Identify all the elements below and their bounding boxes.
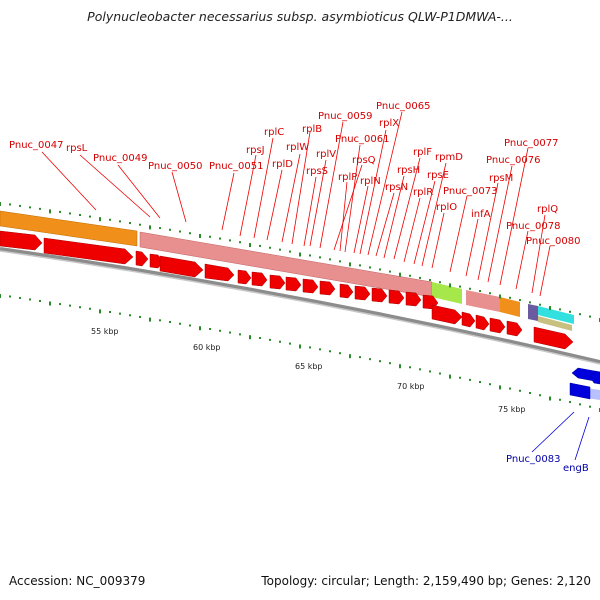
gene-labels-reverse: Pnuc_0083 engB <box>506 454 589 474</box>
gene-label: Pnuc_0083 <box>506 454 560 465</box>
gene-label: rplF <box>413 147 432 158</box>
gene-arrow <box>135 250 149 267</box>
gene-arrow <box>475 314 490 331</box>
label-leaders <box>41 111 551 297</box>
gene-arrow <box>285 276 302 292</box>
gene-label: rplQ <box>537 204 558 215</box>
gene-arrow <box>302 278 319 294</box>
gene-label: rplV <box>316 149 336 160</box>
accession-label: Accession: NC_009379 <box>9 574 146 588</box>
scale-label-75: 75 kbp <box>498 405 526 414</box>
gene-arrow <box>269 274 286 290</box>
feature-purple <box>528 304 538 321</box>
gene-arrow <box>251 271 268 287</box>
gene-label: Pnuc_0047 <box>9 140 63 151</box>
gene-label: Pnuc_0061 <box>335 134 389 145</box>
gene-label: Pnuc_0077 <box>504 138 558 149</box>
gene-arrow <box>431 304 463 325</box>
gene-arrow <box>319 280 336 296</box>
feature-cyan <box>538 306 574 324</box>
scale-label-70: 70 kbp <box>397 382 425 391</box>
gene-label: Pnuc_0078 <box>506 221 560 232</box>
gene-label: Pnuc_0059 <box>318 111 372 122</box>
feature-orange <box>0 210 138 247</box>
gene-arrow <box>569 382 591 400</box>
gene-label: Pnuc_0076 <box>486 155 540 166</box>
feature-green <box>432 282 462 304</box>
gene-label: Pnuc_0050 <box>148 161 202 172</box>
gene-label: rpsM <box>489 173 513 184</box>
gene-arrow <box>489 317 506 334</box>
gene-label: rplR <box>413 187 433 198</box>
scale-label-55: 55 kbp <box>91 327 119 336</box>
scale-label-65: 65 kbp <box>295 362 323 371</box>
reverse-gene-track[interactable] <box>569 367 600 400</box>
gene-labels-forward: Pnuc_0047 rpsL Pnuc_0049 Pnuc_0050 Pnuc_… <box>9 101 580 247</box>
feature-tan <box>538 316 572 331</box>
genome-summary: Topology: circular; Length: 2,159,490 bp… <box>261 574 591 588</box>
feature-orange-2 <box>500 297 520 317</box>
gene-label: rplP <box>338 172 357 183</box>
gene-arrow <box>533 326 574 350</box>
gene-arrow <box>159 255 204 278</box>
label-leaders-reverse <box>531 411 590 461</box>
gene-label: rpsH <box>397 165 420 176</box>
gene-label: engB <box>563 463 589 474</box>
gene-label: rpsN <box>385 182 408 193</box>
gene-arrow <box>405 291 422 307</box>
scale-ticks-inner <box>0 294 600 412</box>
gene-label: Pnuc_0051 <box>209 161 263 172</box>
gene-arrow <box>506 320 523 337</box>
gene-label: rpsE <box>427 170 449 181</box>
gene-label: rplN <box>360 176 381 187</box>
gene-label: Pnuc_0073 <box>443 186 497 197</box>
gene-label: rplD <box>272 159 293 170</box>
feature-band <box>0 210 600 400</box>
gene-label: rpsJ <box>246 145 265 156</box>
gene-arrow <box>589 370 600 385</box>
gene-label: rplO <box>436 202 457 213</box>
scale-ticks <box>0 202 600 322</box>
gene-arrow <box>0 230 43 251</box>
gene-label: rplX <box>379 118 399 129</box>
gene-label: rpsS <box>306 166 328 177</box>
gene-label: rpmD <box>435 152 463 163</box>
gene-arrow <box>354 285 371 301</box>
gene-label: rpsQ <box>352 155 376 166</box>
gene-label: Pnuc_0065 <box>376 101 430 112</box>
scale-label-60: 60 kbp <box>193 343 221 352</box>
gene-arrow <box>237 269 252 285</box>
gene-label: rpsL <box>66 143 88 154</box>
gene-arrow <box>43 237 134 265</box>
forward-gene-track[interactable] <box>0 230 574 350</box>
gene-arrow <box>204 263 235 282</box>
gene-arrow <box>461 311 476 328</box>
gene-label: rplB <box>302 124 322 135</box>
gene-arrow <box>339 283 354 299</box>
gene-label: Pnuc_0080 <box>526 236 580 247</box>
gene-label: rplC <box>264 127 284 138</box>
gene-arrow <box>388 289 405 305</box>
backbone-arc <box>0 247 600 364</box>
gene-label: infA <box>471 209 491 220</box>
map-title: Polynucleobacter necessarius subsp. asym… <box>87 9 513 24</box>
feature-pink-2 <box>466 290 500 312</box>
gene-label: Pnuc_0049 <box>93 153 147 164</box>
gene-label: rplW <box>286 142 309 153</box>
gene-arrow <box>371 287 388 303</box>
